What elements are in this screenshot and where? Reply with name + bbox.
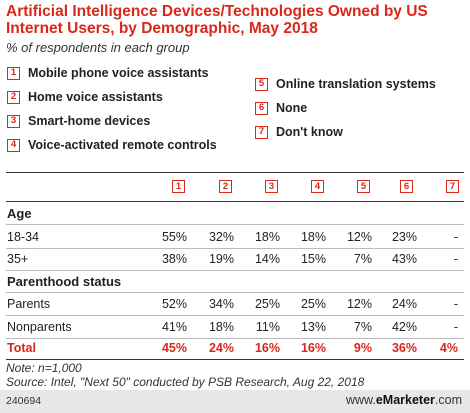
legend-label-6: None [276, 101, 308, 115]
legend-label-7: Don't know [276, 125, 343, 139]
group-label-parenthood: Parenthood status [7, 274, 122, 289]
legend-item-4: 4 Voice-activated remote controls [7, 138, 217, 152]
chart-source: Source: Intel, "Next 50" conducted by PS… [6, 375, 365, 389]
table-cell: 25% [300, 297, 326, 311]
total-cell: 45% [161, 341, 187, 355]
row-divider [6, 315, 464, 316]
row-divider [6, 270, 464, 271]
legend-number-1: 1 [7, 66, 20, 80]
brand-logo: www.eMarketer.com [345, 393, 462, 407]
column-header-3: 3 [265, 180, 286, 193]
column-header-5: 5 [357, 180, 378, 193]
legend-number-2: 2 [7, 90, 20, 104]
table-cell: 55% [161, 230, 187, 244]
table-cell: 13% [300, 320, 326, 334]
legend-item-3: 3 Smart-home devices [7, 114, 150, 128]
table-cell: 12% [346, 297, 372, 311]
column-header-1: 1 [172, 180, 193, 193]
column-header-4: 4 [311, 180, 332, 193]
table-cell: 24% [391, 297, 417, 311]
table-cell: 18% [254, 230, 280, 244]
row-divider [6, 248, 464, 249]
footer-id: 240694 [6, 395, 42, 407]
row-label: 35+ [7, 252, 29, 266]
chart-subtitle: % of respondents in each group [6, 40, 190, 55]
table-bottom-rule [6, 359, 464, 360]
legend-number-7: 7 [255, 125, 268, 139]
chart-note: Note: n=1,000 [6, 361, 82, 375]
legend-number-3: 3 [7, 114, 20, 128]
table-cell: 7% [353, 320, 372, 334]
table-cell: 18% [300, 230, 326, 244]
legend-item-6: 6 None [255, 101, 307, 115]
table-cell: 25% [254, 297, 280, 311]
legend-label-2: Home voice assistants [28, 90, 163, 104]
total-label: Total [7, 341, 36, 355]
total-cell: 9% [353, 341, 372, 355]
row-divider [6, 292, 464, 293]
total-cell: 36% [391, 341, 417, 355]
table-cell: 38% [161, 252, 187, 266]
legend-number-5: 5 [255, 77, 268, 91]
row-divider [6, 338, 464, 339]
table-cell: 32% [208, 230, 234, 244]
table-cell: 52% [161, 297, 187, 311]
legend-label-1: Mobile phone voice assistants [28, 66, 209, 80]
column-header-2: 2 [219, 180, 240, 193]
legend-label-4: Voice-activated remote controls [28, 138, 217, 152]
table-top-rule [6, 172, 464, 173]
total-cell: 24% [208, 341, 234, 355]
table-cell: - [453, 230, 458, 244]
legend-number-6: 6 [255, 101, 268, 115]
chart-title: Artificial Intelligence Devices/Technolo… [6, 3, 428, 37]
legend-number-4: 4 [7, 138, 20, 152]
legend-label-5: Online translation systems [276, 77, 436, 91]
table-cell: 15% [300, 252, 326, 266]
table-cell: 34% [208, 297, 234, 311]
header-rule [6, 201, 464, 202]
table-cell: - [453, 297, 458, 311]
table-cell: 41% [161, 320, 187, 334]
row-label: 18-34 [7, 230, 39, 244]
table-cell: 19% [208, 252, 234, 266]
table-cell: 42% [391, 320, 417, 334]
table-cell: 18% [208, 320, 234, 334]
total-cell: 16% [254, 341, 280, 355]
table-cell: 43% [391, 252, 417, 266]
legend-label-3: Smart-home devices [28, 114, 151, 128]
footer-bar [0, 390, 470, 413]
total-cell: 4% [439, 341, 458, 355]
table-cell: - [453, 252, 458, 266]
legend-item-5: 5 Online translation systems [255, 77, 436, 91]
group-label-age: Age [7, 206, 32, 221]
legend-item-2: 2 Home voice assistants [7, 90, 163, 104]
legend-item-7: 7 Don't know [255, 125, 343, 139]
table-cell: 7% [353, 252, 372, 266]
column-header-7: 7 [446, 180, 467, 193]
row-divider [6, 224, 464, 225]
total-cell: 16% [300, 341, 326, 355]
table-cell: 23% [391, 230, 417, 244]
table-cell: 11% [255, 320, 280, 334]
row-label: Nonparents [7, 320, 72, 334]
row-label: Parents [7, 297, 51, 311]
legend-item-1: 1 Mobile phone voice assistants [7, 66, 209, 80]
table-cell: 12% [346, 230, 372, 244]
table-cell: - [453, 320, 458, 334]
column-header-6: 6 [400, 180, 421, 193]
table-cell: 14% [254, 252, 280, 266]
